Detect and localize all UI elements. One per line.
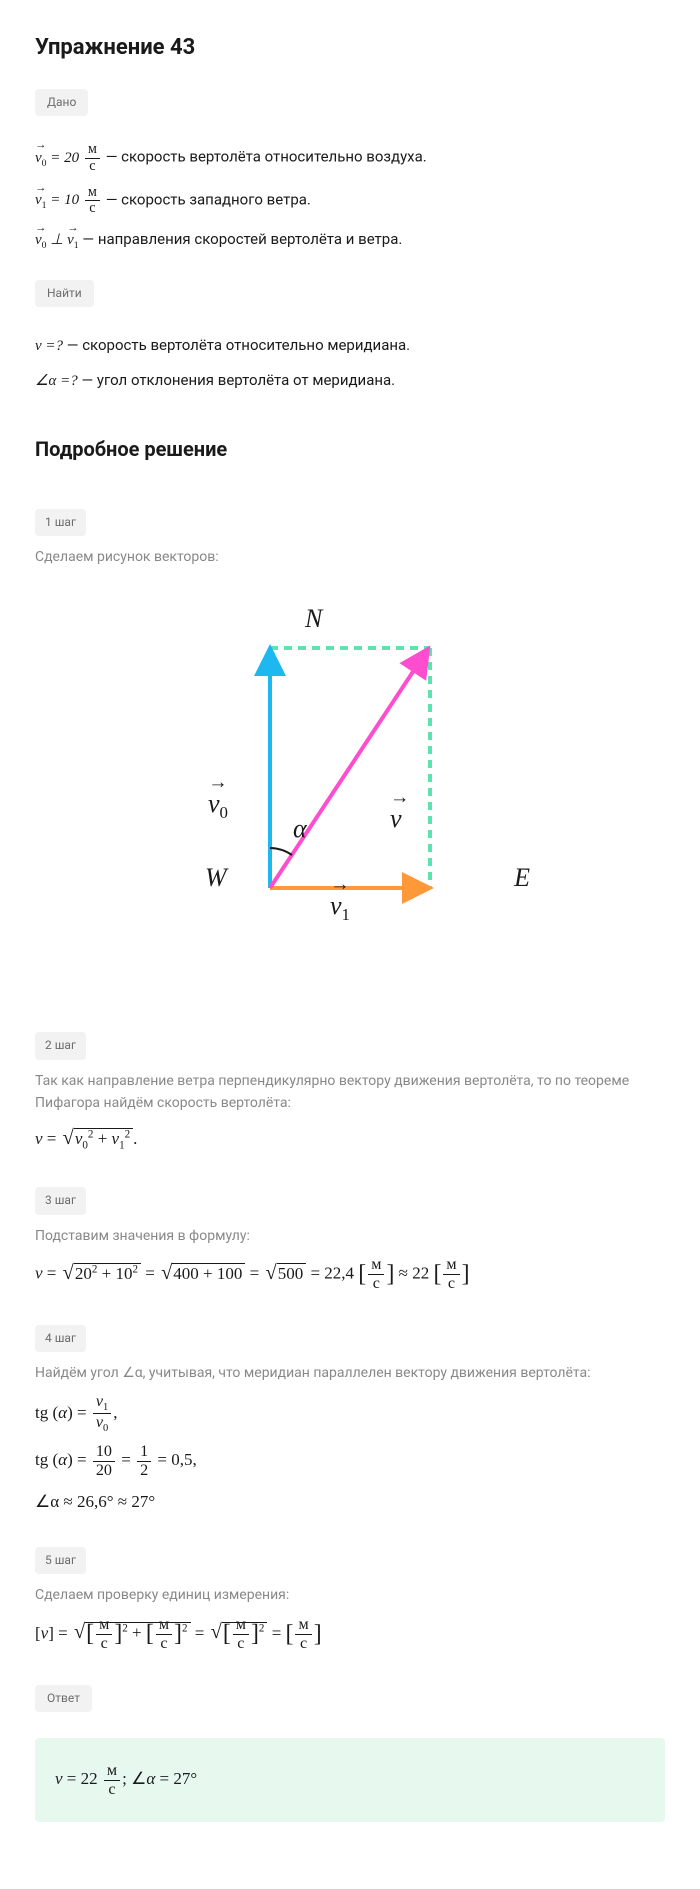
step-3-text: Подставим значения в формулу: [35,1225,665,1247]
find-badge: Найти [35,280,94,307]
step-5-formula: [v] = [мс]2 + [мс]2 = [мс]2 = [мс] [35,1615,665,1653]
compass-w-label: W [205,857,227,899]
step-4-formula-1: tg (α) = v1v0, [35,1393,665,1436]
answer-formula: v = 22 мс; ∠α = 27° [55,1762,645,1799]
given-line-2: v1 = 10 мс — скорость западного ветра. [35,185,665,217]
step-5-badge: 5 шаг [35,1547,86,1574]
step-4-formula-2: tg (α) = 1020 = 12 = 0,5, [35,1443,665,1480]
find-line-2: ∠α =? — угол отклонения вертолёта от мер… [35,368,665,393]
step-2-text: Так как направление ветра перпендикулярн… [35,1070,665,1115]
page-title: Упражнение 43 [35,30,665,65]
step-4-formula-3: ∠α ≈ 26,6° ≈ 27° [35,1488,665,1515]
v-vector-label: v [390,798,402,840]
v0-vector-label: v0 [208,783,228,826]
step-5-text: Сделаем проверку единиц измерения: [35,1584,665,1606]
v1-vector-label: v1 [330,885,350,928]
step-4-text: Найдём угол ∠α, учитывая, что меридиан п… [35,1362,665,1384]
answer-box: v = 22 мс; ∠α = 27° [35,1738,665,1823]
given-line-1: v0 = 20 мс — скорость вертолёта относите… [35,142,665,174]
compass-n-label: N [305,598,322,640]
given-line-3: v0 ⊥ v1 — направления скоростей вертолёт… [35,227,665,254]
step-4-badge: 4 шаг [35,1325,86,1352]
answer-badge: Ответ [35,1685,92,1712]
compass-e-label: E [514,857,530,899]
alpha-label: α [293,808,307,850]
given-badge: Дано [35,89,88,116]
solution-heading: Подробное решение [35,433,665,465]
step-3-formula: v = 202 + 102 = 400 + 100 = 500 = 22,4 [… [35,1255,665,1293]
step-2-badge: 2 шаг [35,1032,86,1059]
step-3-badge: 3 шаг [35,1187,86,1214]
find-line-1: v =? — скорость вертолёта относительно м… [35,333,665,358]
step-1-text: Сделаем рисунок векторов: [35,546,665,568]
step-1-badge: 1 шаг [35,509,86,536]
vector-diagram: N W E v0 v1 v α [150,598,550,978]
step-2-formula: v = v02 + v12. [35,1122,665,1155]
